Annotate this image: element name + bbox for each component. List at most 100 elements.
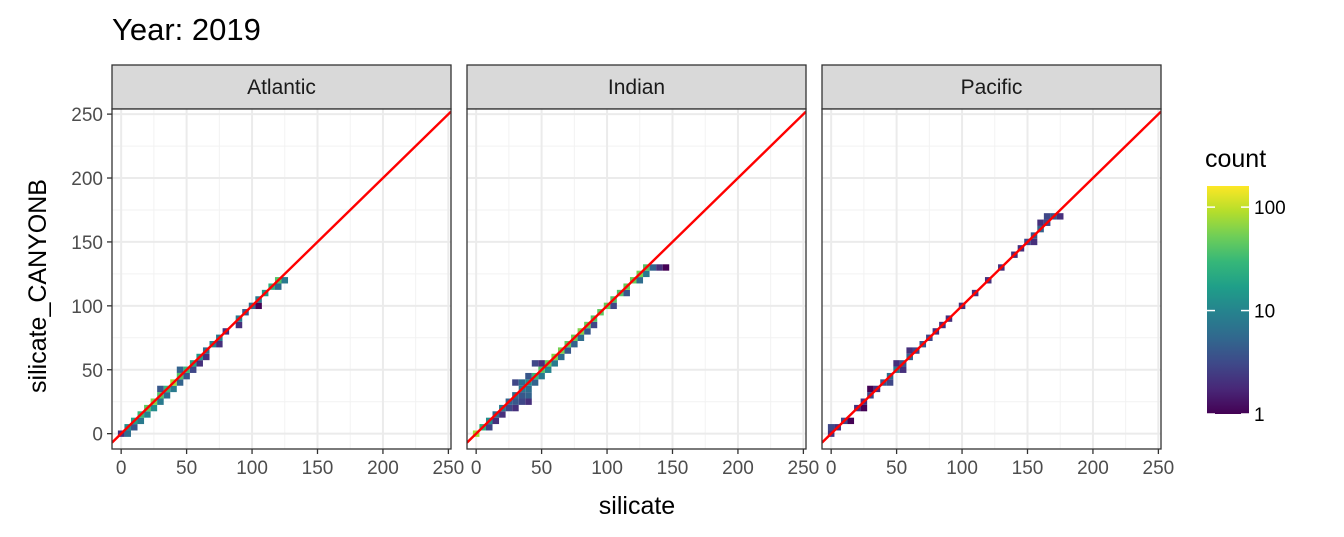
y-tick-label: 100 xyxy=(71,297,103,318)
heatmap-cell xyxy=(196,360,203,367)
x-tick-label: 250 xyxy=(1143,458,1175,479)
facet-strip xyxy=(111,64,452,110)
heatmap-cell xyxy=(499,411,506,418)
heatmap-cell xyxy=(235,321,243,329)
heatmap-cell xyxy=(860,404,868,412)
reference-line xyxy=(467,110,806,444)
heatmap-cell xyxy=(157,385,164,393)
heatmap-cell xyxy=(636,277,644,284)
panel-indian: Indian 0 50 100 150 200 250 xyxy=(466,64,820,479)
heatmap-cell xyxy=(886,379,894,386)
heatmap-cell xyxy=(518,379,526,386)
heatmap-cell xyxy=(623,289,630,297)
heatmap-cell xyxy=(163,392,171,399)
heatmap-cell xyxy=(531,360,539,367)
heatmap-cell xyxy=(577,334,585,341)
heatmap-cell xyxy=(485,424,493,431)
heatmap-cell xyxy=(538,372,545,380)
facet-strip xyxy=(466,64,807,110)
x-tick-label: 0 xyxy=(471,458,482,479)
heatmap-cell xyxy=(610,302,617,310)
panel-border xyxy=(111,108,452,450)
x-tick-label: 200 xyxy=(722,458,754,479)
legend: count 1 10 100 xyxy=(1205,145,1286,426)
y-axis-title: silicate_CANYONB xyxy=(24,179,52,393)
y-tick-label: 0 xyxy=(92,425,103,446)
heatmap-cell xyxy=(216,340,223,348)
x-tick-label: 100 xyxy=(946,458,978,479)
heatmap-cell xyxy=(525,392,532,399)
panel-atlantic: Atlantic 0 50 100 150 200 250 xyxy=(111,64,465,479)
heatmap-cell xyxy=(893,360,900,367)
heatmap-cell xyxy=(899,366,907,373)
heatmap-cell xyxy=(189,366,197,373)
heatmap-cell xyxy=(492,417,500,425)
heatmap-cell xyxy=(564,347,572,354)
heatmap-cell xyxy=(512,404,519,412)
y-tick-label: 150 xyxy=(71,233,103,254)
heatmap-cell xyxy=(505,404,513,412)
panel-pacific: Pacific 0 50 100 150 200 250 xyxy=(821,64,1175,479)
heatmap-cell xyxy=(1043,213,1051,220)
heatmap-cell xyxy=(1030,238,1038,246)
x-tick-label: 200 xyxy=(1077,458,1109,479)
x-tick-label: 50 xyxy=(531,458,552,479)
facet-strip-label: Atlantic xyxy=(247,76,316,99)
heatmap-cell xyxy=(150,404,158,412)
heatmap-cell xyxy=(176,379,184,386)
facet-strip-label: Indian xyxy=(608,76,665,99)
reference-line xyxy=(822,110,1161,444)
heatmap-cell xyxy=(176,366,184,373)
heatmap-cell xyxy=(847,417,855,425)
heatmap-cell xyxy=(662,264,670,271)
heatmap-cell xyxy=(518,398,526,405)
x-tick-label: 100 xyxy=(591,458,623,479)
x-tick-label: 250 xyxy=(433,458,465,479)
y-tick-label: 50 xyxy=(82,361,103,382)
heatmap-cell xyxy=(656,264,663,271)
heatmap-cell xyxy=(525,398,532,405)
panel-border xyxy=(466,108,807,450)
heatmap-cell xyxy=(525,385,532,393)
heatmap-cell xyxy=(538,360,545,367)
y-tick-label: 200 xyxy=(71,169,103,190)
heatmap-cell xyxy=(512,379,519,386)
colorbar-tick-label: 10 xyxy=(1254,302,1275,323)
heatmap-cell xyxy=(906,347,913,354)
heatmap-cell xyxy=(130,424,138,431)
heatmap-cell xyxy=(274,283,282,290)
x-tick-label: 0 xyxy=(826,458,837,479)
colorbar-tick-label: 100 xyxy=(1254,198,1286,219)
heatmap-cell xyxy=(518,392,526,399)
x-tick-label: 250 xyxy=(788,458,820,479)
heatmap-cell xyxy=(202,353,210,361)
heatmap-cell xyxy=(1037,219,1044,226)
colorbar xyxy=(1207,186,1249,414)
heatmap-cell xyxy=(124,430,131,437)
heatmap-cell xyxy=(643,270,650,278)
heatmap-cell xyxy=(531,379,539,386)
legend-title: count xyxy=(1205,145,1266,173)
heatmap-cell xyxy=(137,417,145,425)
x-tick-label: 200 xyxy=(367,458,399,479)
heatmap-cell xyxy=(827,424,835,431)
heatmap-cell xyxy=(255,302,262,310)
x-tick-label: 50 xyxy=(886,458,907,479)
heatmap-cell xyxy=(183,372,190,380)
y-axis: 0 50 100 150 200 250 xyxy=(71,105,112,446)
panel-border xyxy=(821,108,1162,450)
x-axis-title: silicate xyxy=(599,492,675,520)
heatmap-cell xyxy=(590,321,598,329)
facet-strip-label: Pacific xyxy=(961,76,1023,99)
x-tick-label: 0 xyxy=(116,458,127,479)
heatmap-cell xyxy=(170,385,177,393)
heatmap-cell xyxy=(551,360,558,367)
x-tick-label: 150 xyxy=(1012,458,1044,479)
facet-strip xyxy=(821,64,1162,110)
facet-panels: Atlantic 0 50 100 150 200 250 Indian 0 50 100 150 20… xyxy=(111,64,1175,479)
reference-line xyxy=(112,110,451,444)
heatmap-cell xyxy=(649,264,657,271)
heatmap-cell xyxy=(157,398,164,405)
heatmap-cell xyxy=(571,340,578,348)
